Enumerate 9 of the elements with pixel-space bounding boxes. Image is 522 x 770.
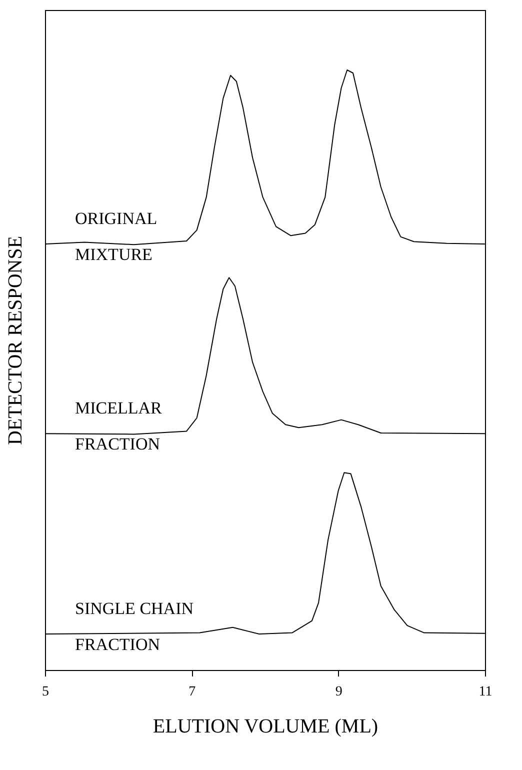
x-axis-title: ELUTION VOLUME (ML) — [152, 716, 378, 738]
x-tick-label: 11 — [478, 684, 492, 700]
series-label: ORIGINAL MIXTURE — [75, 209, 158, 264]
y-axis-title: DETECTOR RESPONSE — [4, 236, 26, 446]
x-tick-label: 7 — [188, 684, 196, 700]
x-tick-label: 9 — [335, 684, 342, 700]
series-label: SINGLE CHAIN FRACTION — [75, 599, 194, 654]
series-label: MICELLAR FRACTION — [75, 398, 163, 454]
x-tick-label: 5 — [42, 684, 49, 700]
